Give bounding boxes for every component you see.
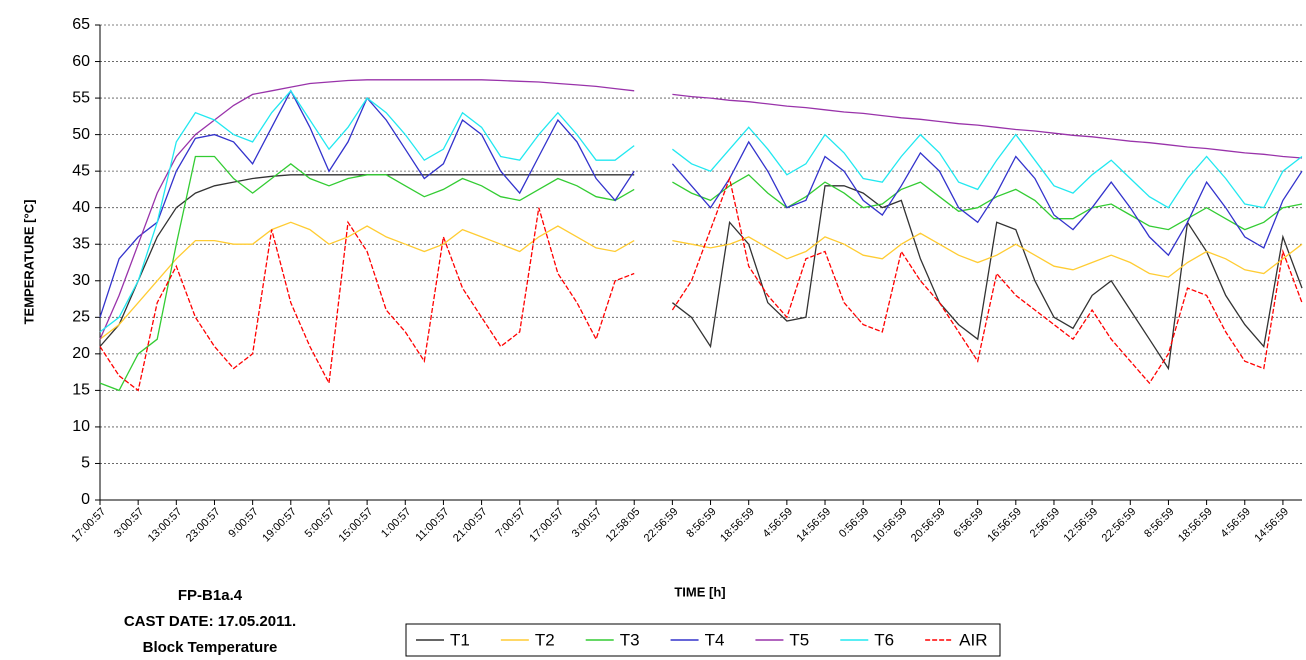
legend-label: T2 bbox=[535, 630, 555, 649]
x-tick-label: 3:00:57 bbox=[112, 506, 146, 540]
legend-label: T6 bbox=[874, 630, 894, 649]
y-tick-label: 40 bbox=[72, 199, 90, 216]
y-tick-label: 65 bbox=[72, 16, 90, 33]
x-tick-label: 6:56:59 bbox=[951, 506, 985, 540]
y-tick-label: 45 bbox=[72, 162, 90, 179]
x-tick-label: 3:00:57 bbox=[570, 506, 604, 540]
y-tick-label: 5 bbox=[81, 455, 90, 472]
y-tick-label: 15 bbox=[72, 382, 90, 399]
legend-label: T1 bbox=[450, 630, 470, 649]
x-tick-label: 12:58:05 bbox=[604, 506, 643, 545]
x-axis-label: TIME [h] bbox=[674, 584, 725, 599]
y-tick-label: 0 bbox=[81, 491, 90, 508]
x-tick-label: 14:56:59 bbox=[1252, 506, 1291, 545]
x-tick-label: 19:00:57 bbox=[260, 506, 299, 545]
legend-box bbox=[405, 623, 1001, 657]
y-tick-label: 60 bbox=[72, 53, 90, 70]
legend-label: T5 bbox=[789, 630, 809, 649]
x-tick-label: 15:00:57 bbox=[337, 506, 376, 545]
x-tick-label: 21:00:57 bbox=[451, 506, 490, 545]
x-tick-label: 7:00:57 bbox=[493, 506, 527, 540]
x-tick-label: 20:56:59 bbox=[909, 506, 948, 545]
x-tick-label: 18:56:59 bbox=[718, 506, 757, 545]
x-tick-label: 17:00:57 bbox=[69, 506, 108, 545]
legend-label: T3 bbox=[620, 630, 640, 649]
x-tick-label: 8:56:59 bbox=[684, 506, 718, 540]
y-tick-label: 25 bbox=[72, 309, 90, 326]
legend-label: AIR bbox=[959, 630, 987, 649]
y-tick-label: 55 bbox=[72, 89, 90, 106]
series-line bbox=[99, 155, 1303, 392]
y-axis-label: TEMPERATURE [°C] bbox=[21, 200, 36, 325]
y-tick-label: 50 bbox=[72, 126, 90, 143]
x-tick-label: 5:00:57 bbox=[303, 506, 337, 540]
x-tick-label: 4:56:59 bbox=[761, 506, 795, 540]
series-line bbox=[99, 176, 1303, 392]
annotation: Block Temperature bbox=[143, 639, 278, 656]
series-line bbox=[99, 89, 1303, 318]
annotation: CAST DATE: 17.05.2011. bbox=[124, 613, 296, 630]
x-tick-label: 16:56:59 bbox=[985, 506, 1024, 545]
y-tick-label: 20 bbox=[72, 345, 90, 362]
x-tick-label: 2:56:59 bbox=[1028, 506, 1062, 540]
x-tick-label: 10:56:59 bbox=[871, 506, 910, 545]
y-tick-label: 35 bbox=[72, 235, 90, 252]
x-tick-label: 11:00:57 bbox=[413, 506, 451, 544]
x-tick-label: 23:00:57 bbox=[184, 506, 223, 545]
x-tick-label: 13:00:57 bbox=[146, 506, 185, 545]
series-line bbox=[99, 174, 1303, 371]
x-tick-label: 18:56:59 bbox=[1176, 506, 1215, 545]
series-line bbox=[99, 79, 1303, 340]
y-tick-label: 30 bbox=[72, 272, 90, 289]
series-line bbox=[99, 221, 1303, 340]
series-line bbox=[99, 89, 1303, 333]
x-tick-label: 17:00:57 bbox=[527, 506, 566, 545]
x-tick-label: 22:56:59 bbox=[642, 506, 681, 545]
x-tick-label: 4:56:59 bbox=[1219, 506, 1253, 540]
x-tick-label: 0:56:59 bbox=[837, 506, 871, 540]
legend-label: T4 bbox=[705, 630, 725, 649]
annotation: FP-B1a.4 bbox=[178, 587, 243, 604]
x-tick-label: 1:00:57 bbox=[379, 506, 413, 540]
y-tick-label: 10 bbox=[72, 418, 90, 435]
x-tick-label: 8:56:59 bbox=[1142, 506, 1176, 540]
x-tick-label: 12:56:59 bbox=[1062, 506, 1101, 545]
x-tick-label: 14:56:59 bbox=[794, 506, 833, 545]
x-tick-label: 9:00:57 bbox=[226, 506, 260, 540]
x-tick-label: 22:56:59 bbox=[1100, 506, 1139, 545]
